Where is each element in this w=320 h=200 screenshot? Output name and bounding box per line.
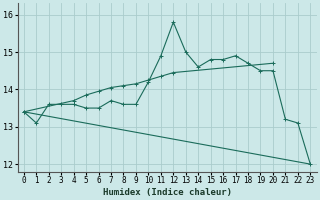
X-axis label: Humidex (Indice chaleur): Humidex (Indice chaleur) [103, 188, 232, 197]
